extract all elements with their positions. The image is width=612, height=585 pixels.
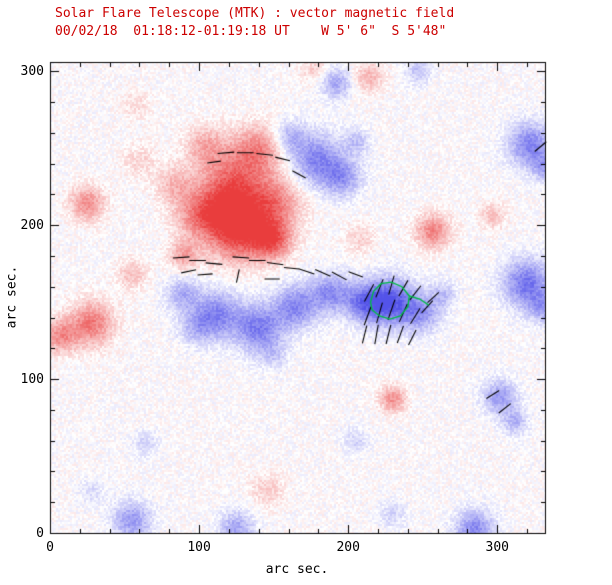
- y-tick-label: 0: [36, 526, 44, 541]
- y-tick-label: 100: [20, 372, 44, 388]
- x-axis-label: arc sec.: [265, 562, 329, 577]
- x-tick-label: 0: [46, 540, 54, 555]
- figure-title: Solar Flare Telescope (MTK) : vector mag…: [55, 6, 455, 21]
- x-tick-label: 100: [187, 540, 211, 555]
- figure-subtitle: 00/02/18 01:18:12-01:19:18 UT W 5' 6" S …: [55, 24, 447, 39]
- y-axis-label: arc sec.: [4, 265, 20, 329]
- y-tick-label: 300: [20, 64, 44, 80]
- x-tick-label: 200: [336, 540, 360, 555]
- x-tick-label: 300: [485, 540, 510, 555]
- y-tick-label: 200: [20, 218, 44, 234]
